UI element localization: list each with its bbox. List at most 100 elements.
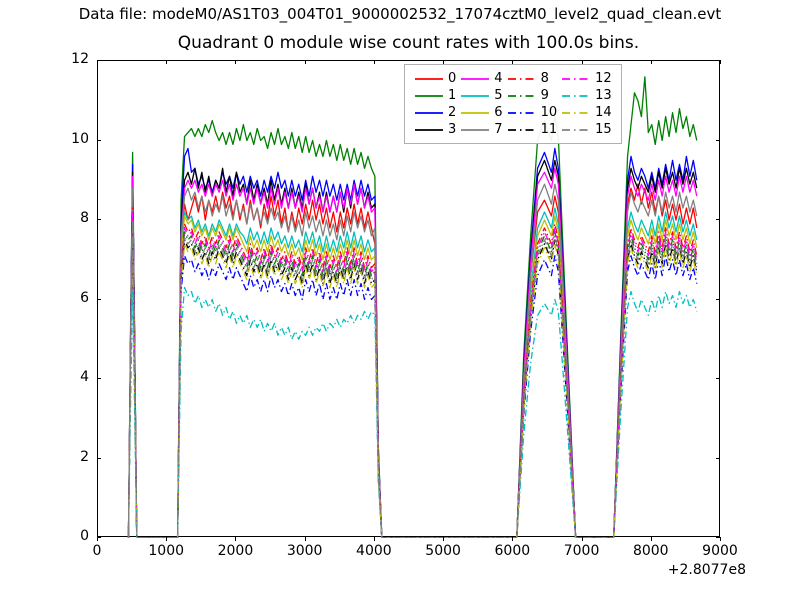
legend-line-15 (562, 128, 591, 131)
legend-row: 2 6 10 14 (412, 104, 614, 121)
legend-line-5 (461, 94, 490, 97)
x-tick-label: 3000 (286, 543, 323, 559)
legend-line-8 (507, 77, 536, 80)
x-tick-mark (304, 537, 306, 541)
x-tick-label: 9000 (702, 543, 738, 559)
legend-line-7 (461, 128, 490, 131)
legend-table: 0 4 8 12 1 5 9 13 2 6 10 14 3 7 11 15 (412, 70, 614, 138)
legend-swatch (458, 87, 492, 104)
legend-line-6 (461, 111, 490, 114)
legend-label-3: 3 (448, 122, 457, 137)
series-line-9 (127, 215, 698, 538)
legend-swatch (505, 121, 539, 138)
x-tick-mark-top (235, 60, 237, 64)
y-tick-mark-right (716, 457, 720, 459)
chart-legend[interactable]: 0 4 8 12 1 5 9 13 2 6 10 14 3 7 11 15 (404, 64, 622, 144)
series-line-3 (127, 159, 698, 538)
y-tick-label: 6 (80, 289, 89, 306)
legend-line-2 (415, 111, 443, 114)
y-tick-label: 8 (80, 210, 89, 226)
legend-line-10 (507, 111, 536, 114)
legend-swatch (458, 70, 492, 87)
series-line-0 (127, 179, 698, 538)
legend-row: 0 4 8 12 (412, 70, 614, 87)
x-tick-mark-top (720, 60, 721, 64)
series-line-11 (127, 223, 698, 538)
legend-swatch (458, 121, 492, 138)
legend-swatch (559, 87, 593, 104)
legend-line-9 (507, 94, 536, 97)
legend-line-11 (507, 128, 536, 131)
x-tick-mark (373, 537, 375, 541)
y-tick-mark (97, 298, 101, 300)
series-line-1 (127, 76, 698, 538)
x-tick-label: 0 (92, 543, 102, 559)
x-tick-mark (650, 537, 652, 541)
series-line-14 (127, 227, 698, 538)
x-tick-label: 8000 (632, 543, 669, 559)
legend-label-13: 13 (595, 88, 612, 103)
x-tick-mark-top (581, 60, 583, 64)
legend-label-10: 10 (540, 105, 558, 120)
x-tick-mark-top (373, 60, 375, 64)
legend-swatch (505, 70, 539, 87)
legend-label-1: 1 (448, 88, 457, 103)
legend-swatch (412, 121, 446, 138)
x-tick-mark-top (166, 60, 168, 64)
legend-swatch (412, 87, 446, 104)
legend-label-7: 7 (494, 122, 503, 137)
y-tick-label: 10 (71, 130, 89, 147)
y-tick-mark-right (716, 378, 720, 379)
x-tick-label: 5000 (425, 543, 461, 559)
y-tick-label: 12 (71, 51, 89, 67)
legend-swatch (559, 104, 593, 121)
legend-line-3 (415, 128, 443, 131)
series-line-5 (127, 195, 698, 538)
legend-line-13 (562, 94, 591, 97)
legend-label-8: 8 (540, 71, 549, 86)
x-tick-mark (97, 537, 98, 541)
legend-label-0: 0 (448, 71, 457, 86)
y-tick-label: 2 (80, 448, 89, 465)
legend-label-5: 5 (494, 88, 503, 103)
x-axis-offset-label: +2.8077e8 (667, 562, 746, 578)
y-tick-mark-right (716, 139, 720, 141)
legend-label-6: 6 (494, 105, 503, 120)
x-tick-mark-top (97, 60, 98, 64)
legend-label-14: 14 (595, 105, 612, 120)
legend-line-1 (415, 94, 443, 97)
x-tick-mark-top (650, 60, 652, 64)
legend-line-14 (562, 111, 591, 114)
legend-line-0 (415, 77, 443, 80)
x-tick-mark (235, 537, 237, 541)
legend-swatch (458, 104, 492, 121)
y-tick-label: 4 (80, 369, 89, 385)
x-tick-label: 1000 (148, 543, 185, 559)
legend-swatch (559, 121, 593, 138)
y-tick-label: 0 (80, 528, 89, 544)
x-tick-mark-top (443, 60, 445, 64)
x-tick-label: 4000 (356, 543, 392, 559)
y-tick-mark (97, 537, 101, 538)
legend-swatch (505, 104, 539, 121)
series-line-12 (127, 211, 698, 538)
x-tick-mark-top (304, 60, 306, 64)
y-tick-mark (97, 60, 101, 61)
x-tick-mark (720, 537, 721, 541)
series-line-13 (127, 286, 698, 538)
y-tick-mark-right (716, 298, 720, 300)
legend-label-11: 11 (540, 122, 558, 137)
legend-swatch (412, 104, 446, 121)
y-tick-mark-right (716, 60, 720, 61)
figure-suptitle: Data file: modeM0/AS1T03_004T01_90000025… (78, 5, 722, 23)
legend-label-4: 4 (494, 71, 503, 86)
x-tick-mark (443, 537, 445, 541)
y-tick-mark (97, 457, 101, 459)
x-tick-mark (581, 537, 583, 541)
x-tick-mark-top (512, 60, 514, 64)
x-tick-label: 6000 (494, 543, 531, 559)
y-tick-mark (97, 219, 101, 220)
x-tick-mark (512, 537, 514, 541)
x-tick-label: 2000 (217, 543, 254, 559)
